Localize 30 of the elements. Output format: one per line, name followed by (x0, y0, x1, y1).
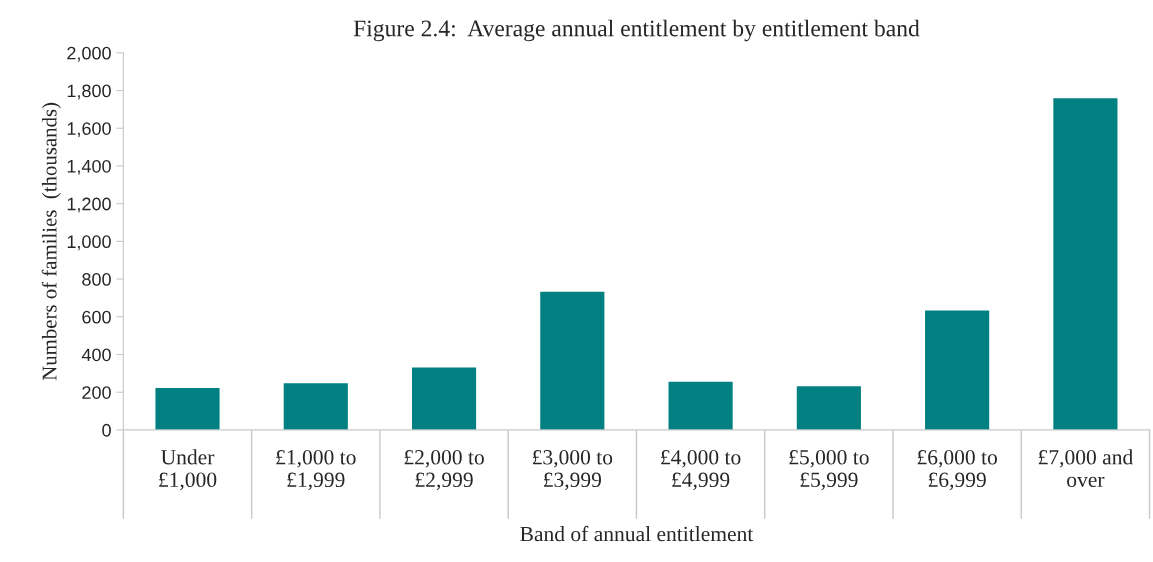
chart-title: Figure 2.4: Average annual entitlement by entitlement band (353, 19, 920, 42)
y-tick-label: 1,600 (67, 122, 111, 138)
x-axis-title: Band of annual entitlement (520, 525, 754, 542)
bar (1053, 98, 1118, 430)
x-tick-label: £3,000 to £3,999 (532, 450, 613, 491)
bar (283, 383, 348, 430)
bar (411, 367, 477, 430)
y-tick-label: 800 (82, 273, 111, 286)
x-tick-label: £6,000 to £6,999 (917, 450, 997, 491)
y-tick-label: 200 (82, 386, 111, 399)
y-tick-label: 1,400 (67, 159, 111, 175)
x-tick-label: £7,000 and over (1038, 449, 1133, 488)
bar (925, 310, 990, 430)
x-tick-label: £5,000 to £5,999 (789, 450, 869, 491)
bar (796, 386, 861, 430)
bar (668, 381, 733, 430)
y-tick-label: 400 (81, 348, 111, 362)
y-tick-label: 2,000 (67, 46, 111, 62)
bar (155, 387, 220, 430)
y-tick-label: 0 (102, 423, 111, 437)
y-tick-label: 1,000 (67, 235, 111, 251)
x-tick-label: £2,000 to £2,999 (404, 450, 484, 491)
y-tick-label: 600 (82, 310, 111, 324)
y-tick-label: 1,800 (67, 84, 111, 100)
x-tick-label: £4,000 to £4,999 (661, 450, 741, 491)
x-tick-label: Under £1,000 (159, 449, 217, 491)
x-tick-label: £1,000 to £1,999 (276, 450, 356, 491)
bar (540, 291, 605, 430)
y-tick-label: 1,200 (67, 197, 111, 213)
y-axis-title: Numbers of families (thousands) (41, 102, 61, 381)
